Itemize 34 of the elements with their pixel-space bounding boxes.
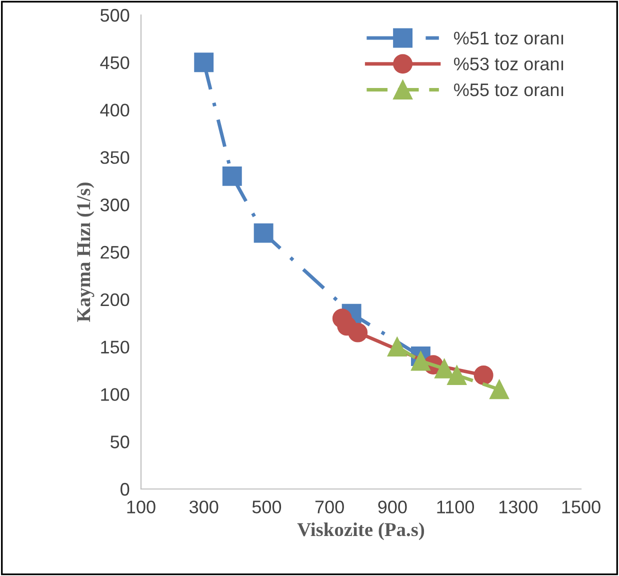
y-axis-title: Kayma Hızı (1/s)	[76, 182, 94, 322]
x-tick-label: 500	[252, 500, 282, 514]
y-tick-label: 0	[120, 482, 130, 496]
point	[410, 351, 430, 371]
y-tick-label: 150	[101, 340, 130, 354]
y-tick-label: 350	[100, 151, 130, 164]
y-tick-label: 100	[101, 388, 130, 401]
point	[434, 358, 454, 378]
y-tick-label: 400	[100, 104, 130, 117]
x-tick-label: 700	[315, 500, 344, 514]
x-axis-title: Viskozite (Pa.s)	[297, 522, 424, 540]
x-tick-label: 900	[378, 500, 407, 514]
legend-label: %55 toz oranı	[454, 84, 564, 96]
y-tick-label: 300	[100, 198, 130, 212]
x-tick-label: 1100	[437, 500, 474, 514]
y-tick-label: 200	[100, 293, 130, 306]
point	[474, 366, 494, 385]
legend-label: %53 toz oranı	[454, 58, 564, 70]
y-tick-label: 450	[100, 56, 130, 70]
point	[490, 380, 510, 400]
y-tick-label: 50	[110, 436, 130, 448]
point	[348, 322, 368, 342]
point	[254, 223, 274, 243]
point	[194, 52, 214, 72]
x-tick-label: 1300	[499, 500, 538, 514]
legend-label: %51 toz oranı	[454, 32, 564, 45]
point	[387, 337, 407, 357]
point	[447, 366, 467, 385]
y-tick-label: 250	[100, 246, 130, 259]
x-tick-label: 1500	[562, 500, 600, 514]
point	[222, 166, 242, 186]
y-tick-label: 500	[100, 8, 130, 22]
x-tick-label: 100	[127, 500, 156, 514]
x-tick-label: 300	[189, 500, 218, 514]
